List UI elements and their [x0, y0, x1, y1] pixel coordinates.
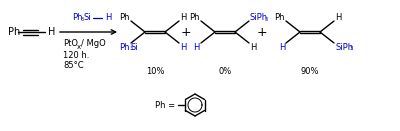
Text: $_3$: $_3$ [264, 16, 269, 24]
Text: H: H [180, 42, 186, 51]
Text: PtO: PtO [63, 40, 78, 48]
Text: / MgO: / MgO [81, 40, 106, 48]
Text: H: H [250, 42, 256, 51]
Text: H: H [194, 42, 200, 51]
Text: +: + [181, 26, 191, 40]
Text: Si: Si [130, 42, 138, 51]
Text: +: + [257, 26, 267, 40]
Text: Ph: Ph [72, 13, 82, 23]
Text: 120 h.: 120 h. [63, 50, 89, 59]
Text: $_3$: $_3$ [80, 16, 85, 24]
Text: SiPh: SiPh [250, 13, 268, 23]
Text: H: H [180, 13, 186, 23]
Text: $_3$: $_3$ [129, 45, 134, 53]
Text: H: H [335, 13, 341, 23]
Text: Si: Si [84, 13, 92, 23]
Text: Ph: Ph [274, 13, 285, 23]
Text: Ph: Ph [190, 13, 200, 23]
Text: 85°C: 85°C [63, 61, 84, 70]
Text: Ph: Ph [8, 27, 20, 37]
Text: $_3$: $_3$ [349, 45, 354, 53]
Text: 10%: 10% [146, 67, 164, 77]
Text: Ph: Ph [120, 13, 130, 23]
Text: Ph =: Ph = [155, 100, 175, 110]
Text: 90%: 90% [301, 67, 319, 77]
Text: 0%: 0% [218, 67, 232, 77]
Text: Ph: Ph [120, 42, 130, 51]
Text: H: H [279, 42, 285, 51]
Text: SiPh: SiPh [335, 42, 353, 51]
Text: x: x [77, 44, 81, 50]
Text: H: H [48, 27, 55, 37]
Text: H: H [105, 13, 111, 23]
